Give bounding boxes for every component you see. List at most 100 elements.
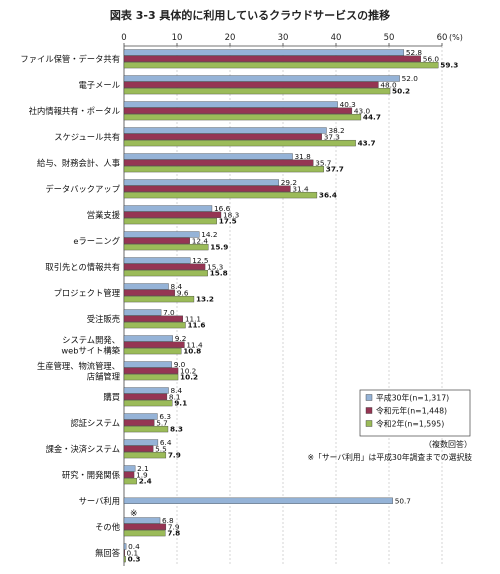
bar <box>123 153 293 160</box>
bar <box>123 555 126 563</box>
data-label: 7.9 <box>168 522 180 531</box>
bar <box>123 465 136 472</box>
category-label: eラーニング <box>73 236 120 246</box>
bar <box>123 445 154 452</box>
category-label: 取引先との情報共有 <box>45 262 120 272</box>
bar <box>123 113 362 121</box>
bar <box>123 373 179 381</box>
data-label: 59.3 <box>440 61 458 70</box>
bar <box>123 55 421 62</box>
category-label: その他 <box>95 522 120 532</box>
data-label: 9.2 <box>175 334 187 343</box>
data-label: 14.2 <box>201 230 217 239</box>
data-label: 40.3 <box>340 100 357 109</box>
data-label: 15.3 <box>207 262 224 271</box>
bar <box>123 477 137 485</box>
x-unit-label: (%) <box>449 33 463 42</box>
data-label: 2.4 <box>139 477 152 486</box>
category-label: webサイト構築 <box>61 345 120 355</box>
legend-label: 令和元年(n=1,448) <box>376 406 447 416</box>
data-label: 11.1 <box>185 314 201 323</box>
chart-title: 図表 3-3 具体的に利用しているクラウドサービスの推移 <box>110 8 390 22</box>
category-label: スケジュール共有 <box>54 132 120 142</box>
data-label: 15.8 <box>210 269 228 278</box>
category-label: 受注販売 <box>87 314 120 324</box>
bar <box>123 549 125 556</box>
bar <box>123 127 327 134</box>
data-label: 0.4 <box>128 542 140 551</box>
x-tick-label: 50 <box>384 33 395 43</box>
data-label: 5.5 <box>155 444 167 453</box>
x-tick-label: 30 <box>278 33 289 43</box>
bar <box>123 269 208 277</box>
bar <box>123 81 379 88</box>
bar <box>123 217 217 225</box>
data-label: 43.7 <box>358 139 376 148</box>
bar <box>123 315 184 322</box>
category-label: サーバ利用 <box>79 496 120 506</box>
data-label: 10.8 <box>183 347 201 356</box>
bar <box>123 341 185 348</box>
data-label: 10.2 <box>180 366 196 375</box>
data-label: 17.5 <box>219 217 237 226</box>
x-tick-label: 0 <box>121 33 126 43</box>
bar <box>123 543 127 550</box>
category-label: 無回答 <box>95 548 121 558</box>
data-label: 52.8 <box>406 48 423 57</box>
data-label: 29.2 <box>281 178 297 187</box>
bar <box>123 289 176 296</box>
category-label: 社内情報共有・ポータル <box>29 106 120 116</box>
data-label: 31.4 <box>292 184 309 193</box>
bar <box>123 107 353 114</box>
category-label: データバックアップ <box>45 184 120 194</box>
category-label: プロジェクト管理 <box>54 288 121 298</box>
data-label: 15.9 <box>210 243 228 252</box>
bar <box>123 335 173 342</box>
bar <box>123 243 209 251</box>
bar <box>123 295 195 303</box>
legend: 平成30年(n=1,317) 令和元年(n=1,448) 令和2年(n=1,595) <box>359 389 471 437</box>
bar <box>123 101 338 108</box>
data-label: 38.2 <box>328 126 344 135</box>
bar <box>123 471 135 478</box>
bar <box>123 49 405 56</box>
data-label: 0.1 <box>127 548 139 557</box>
legend-swatch <box>365 407 373 414</box>
category-label: 研究・開発関係 <box>62 470 120 480</box>
data-label: 52.0 <box>402 74 419 83</box>
bar <box>123 75 400 82</box>
bar <box>123 439 159 446</box>
category-label: 生産管理、物流管理、 <box>37 361 120 371</box>
category-label: 店舗管理 <box>87 371 121 381</box>
legend-swatch <box>365 420 373 427</box>
bar <box>123 205 213 212</box>
data-label: 8.4 <box>171 386 183 395</box>
legend-box <box>359 389 471 437</box>
data-label: 2.1 <box>137 464 149 473</box>
bar <box>123 347 182 355</box>
category-label: システム開発、 <box>62 335 120 345</box>
bar <box>123 309 162 316</box>
bar <box>123 393 168 400</box>
bar <box>123 387 169 394</box>
data-label: 50.7 <box>395 496 412 505</box>
category-label: 営業支援 <box>87 210 121 220</box>
data-label: 9.0 <box>174 360 186 369</box>
x-tick-label: 60 <box>437 33 448 43</box>
data-label: 18.3 <box>223 210 240 219</box>
data-label: 8.4 <box>171 282 183 291</box>
grid-lines <box>176 46 443 566</box>
data-label: 12.5 <box>192 256 208 265</box>
x-tick-label: 20 <box>225 33 236 43</box>
data-label: 6.4 <box>160 438 172 447</box>
data-label: 12.4 <box>192 236 209 245</box>
data-label: 16.6 <box>214 204 231 213</box>
bar <box>123 517 161 524</box>
x-tick-label: 10 <box>172 33 183 43</box>
data-label: 7.9 <box>168 451 181 460</box>
data-label: 35.7 <box>315 158 332 167</box>
data-label: 7.8 <box>167 529 180 538</box>
bars: 52.856.059.3 52.0 48.050.2 40.343.044.7 38.2… <box>123 48 458 564</box>
category-label: 課金・決済システム <box>46 444 120 454</box>
